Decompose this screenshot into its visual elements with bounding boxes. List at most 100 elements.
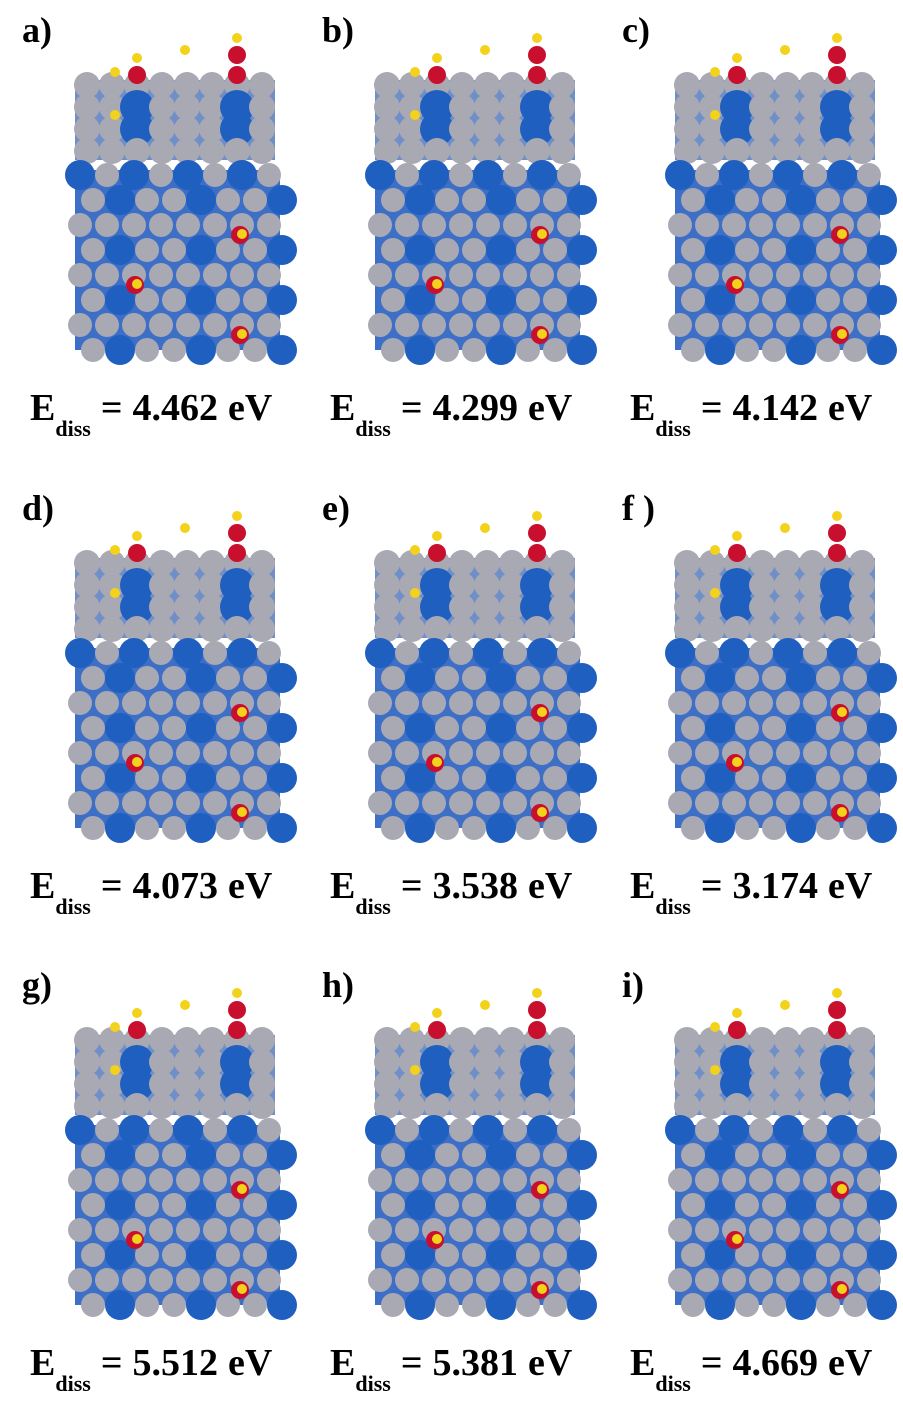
- atom: [776, 1268, 800, 1292]
- atom: [735, 666, 759, 690]
- atom: [405, 713, 435, 743]
- energy-label: Ediss=3.174eV: [630, 865, 873, 919]
- atom: [462, 1293, 486, 1317]
- atom: [68, 263, 92, 287]
- atom: [776, 263, 800, 287]
- atom: [405, 235, 435, 265]
- atom: [368, 791, 392, 815]
- atom: [786, 285, 816, 315]
- atom: [681, 666, 705, 690]
- oxygen: [128, 1021, 146, 1039]
- atom: [149, 741, 173, 765]
- atom: [135, 338, 159, 362]
- atom: [162, 238, 186, 262]
- atom: [176, 691, 200, 715]
- atom: [486, 1190, 516, 1220]
- atom: [243, 338, 267, 362]
- atom: [105, 235, 135, 265]
- atom: [824, 616, 850, 642]
- atom: [399, 1093, 425, 1119]
- energy-subscript: diss: [355, 1371, 391, 1396]
- panel: a)Ediss=4.462eV: [22, 10, 297, 441]
- energy-value: 5.381: [433, 1342, 519, 1384]
- atom: [176, 741, 200, 765]
- hydrogen: [732, 1234, 742, 1244]
- hydrogen: [732, 1008, 742, 1018]
- atom: [99, 1093, 125, 1119]
- atom: [681, 766, 705, 790]
- atom: [243, 1193, 267, 1217]
- atom: [105, 1140, 135, 1170]
- atom: [162, 188, 186, 212]
- atom: [824, 1093, 850, 1119]
- atom: [557, 1218, 581, 1242]
- atom: [216, 288, 240, 312]
- atom: [749, 313, 773, 337]
- atom: [499, 616, 525, 642]
- atom: [399, 616, 425, 642]
- atom: [257, 163, 281, 187]
- hydrogen: [410, 110, 420, 120]
- atom: [374, 616, 400, 642]
- atom: [435, 1143, 459, 1167]
- atom: [749, 741, 773, 765]
- atom: [503, 1268, 527, 1292]
- atom: [449, 1268, 473, 1292]
- atom: [176, 1168, 200, 1192]
- energy-symbol: E: [630, 1342, 655, 1384]
- hydrogen: [732, 757, 742, 767]
- atom: [395, 1168, 419, 1192]
- atom: [135, 1293, 159, 1317]
- atom: [567, 1190, 597, 1220]
- atom: [149, 1118, 173, 1142]
- atom: [827, 638, 857, 668]
- atom: [567, 185, 597, 215]
- energy-subscript: diss: [355, 894, 391, 919]
- hydrogen: [710, 67, 720, 77]
- atom: [449, 263, 473, 287]
- atom: [762, 288, 786, 312]
- atom: [803, 313, 827, 337]
- atom: [516, 1143, 540, 1167]
- atom: [203, 313, 227, 337]
- atom: [435, 666, 459, 690]
- atom: [395, 741, 419, 765]
- atom: [365, 1115, 395, 1145]
- atom: [186, 1190, 216, 1220]
- oxygen: [828, 1021, 846, 1039]
- atom: [486, 663, 516, 693]
- oxygen: [728, 66, 746, 84]
- hydrogen: [780, 45, 790, 55]
- atom: [68, 691, 92, 715]
- atom: [476, 1268, 500, 1292]
- atom: [722, 691, 746, 715]
- panel-label: b): [322, 10, 354, 50]
- atom: [567, 763, 597, 793]
- atom: [762, 1143, 786, 1167]
- atom: [176, 791, 200, 815]
- atom: [843, 1193, 867, 1217]
- atom: [399, 138, 425, 164]
- atom: [681, 816, 705, 840]
- atom: [203, 213, 227, 237]
- atom: [857, 263, 881, 287]
- hydrogen: [832, 988, 842, 998]
- atom: [381, 188, 405, 212]
- hydrogen: [832, 33, 842, 43]
- atom: [267, 1290, 297, 1320]
- energy-subscript: diss: [355, 416, 391, 441]
- atom: [476, 1218, 500, 1242]
- atom: [735, 816, 759, 840]
- atom: [857, 641, 881, 665]
- atom: [422, 1168, 446, 1192]
- atom: [95, 263, 119, 287]
- atom: [422, 313, 446, 337]
- atom: [124, 138, 150, 164]
- atom: [95, 691, 119, 715]
- atom: [516, 188, 540, 212]
- atom: [695, 691, 719, 715]
- atom: [762, 816, 786, 840]
- atom: [435, 188, 459, 212]
- hydrogen: [837, 329, 847, 339]
- panel-label: d): [22, 488, 54, 528]
